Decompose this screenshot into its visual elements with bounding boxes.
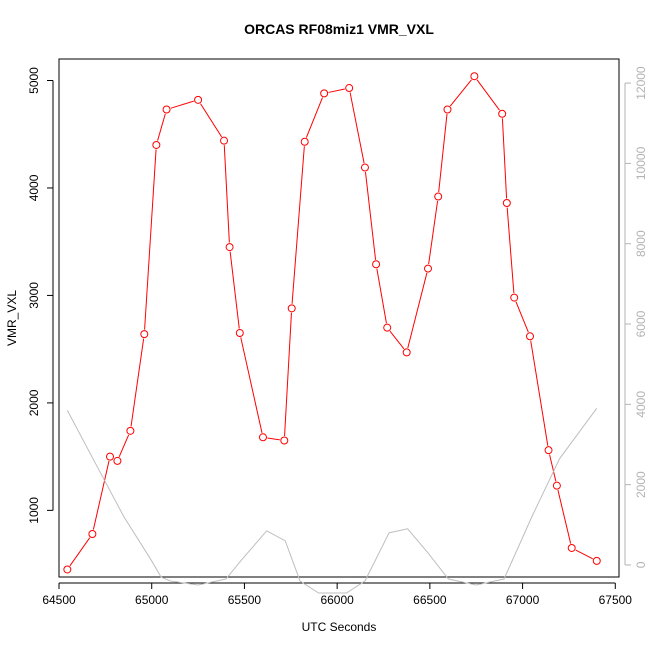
- y-tick-label: 1000: [27, 497, 41, 524]
- y-tick-label: 5000: [27, 67, 41, 94]
- series-0-point: [470, 72, 479, 81]
- series-0-segment: [328, 88, 345, 93]
- series-0-point: [300, 137, 309, 146]
- series-0-segment: [389, 330, 405, 350]
- series-0-point: [88, 530, 97, 539]
- series-0-segment: [69, 537, 91, 567]
- y2-tick-label: 4000: [634, 391, 648, 418]
- series-0-point: [287, 304, 296, 313]
- chart-title: ORCAS RF08miz1 VMR_VXL: [244, 21, 434, 37]
- plot-frame: [58, 58, 620, 578]
- series-0-point: [345, 84, 354, 93]
- series-0-segment: [240, 337, 263, 434]
- series-1-line: [66, 408, 598, 594]
- series-0-segment: [438, 113, 448, 193]
- x-tick-label: 65000: [135, 593, 169, 607]
- series-0-segment: [157, 113, 166, 141]
- series-0-segment: [200, 103, 223, 138]
- y-tick-label: 2000: [27, 389, 41, 416]
- series-0-segment: [557, 489, 572, 544]
- y-axis-label: VMR_VXL: [5, 290, 19, 346]
- series-0-point: [113, 456, 122, 465]
- series-0-segment: [530, 340, 549, 446]
- series-0-point: [105, 452, 114, 461]
- series-0-segment: [284, 312, 292, 437]
- series-0-segment: [501, 118, 508, 199]
- series-0-point: [194, 95, 203, 104]
- series-0-point: [140, 330, 149, 339]
- series-0-segment: [476, 79, 500, 111]
- series-0-segment: [349, 92, 365, 164]
- y2-tick-label: 12000: [634, 66, 648, 100]
- series-0-point: [258, 433, 267, 442]
- series-0-point: [280, 436, 289, 445]
- series-0-point: [402, 348, 411, 357]
- y-tick-label: 3000: [27, 282, 41, 309]
- x-tick-label: 66000: [320, 593, 354, 607]
- x-tick-label: 65500: [228, 593, 262, 607]
- series-0-point: [320, 89, 329, 98]
- series-0-point: [383, 323, 392, 332]
- series-0-point: [434, 192, 443, 201]
- series-0-segment: [515, 301, 529, 333]
- x-axis-label: UTC Seconds: [302, 620, 377, 634]
- series-0-segment: [223, 145, 230, 243]
- series-0-point: [360, 163, 369, 172]
- series-0-segment: [291, 146, 305, 304]
- series-0-segment: [549, 454, 557, 482]
- series-0-segment: [305, 97, 323, 138]
- plot-layer: 64500 65000 65500 66000 66500 67000 67500 1000 2…: [27, 66, 648, 607]
- series-0-point: [225, 243, 234, 252]
- series-0-point: [126, 426, 135, 435]
- series-0-segment: [267, 437, 280, 441]
- series-0-point: [162, 105, 171, 114]
- series-0-point: [443, 105, 452, 114]
- series-0-segment: [449, 79, 472, 107]
- series-0-segment: [376, 268, 387, 324]
- series-0-segment: [170, 100, 194, 109]
- series-0-point: [235, 329, 244, 338]
- series-0-segment: [118, 434, 130, 457]
- series-0-point: [152, 140, 161, 149]
- series-0-segment: [428, 200, 439, 265]
- series-0-segment: [407, 272, 428, 349]
- series-0-point: [567, 543, 576, 552]
- series-0-point: [424, 264, 433, 273]
- y2-tick-label: 0: [634, 561, 648, 568]
- y-tick-label: 4000: [27, 174, 41, 201]
- x-tick-label: 64500: [42, 593, 76, 607]
- x-tick-label: 66500: [413, 593, 447, 607]
- series-0-segment: [506, 207, 515, 294]
- series-0-point: [502, 199, 511, 208]
- series-0-segment: [364, 171, 377, 260]
- y2-tick-label: 6000: [634, 310, 648, 337]
- series-0-point: [498, 109, 507, 118]
- series-0-point: [510, 293, 519, 302]
- series-0-segment: [229, 251, 240, 329]
- x-tick-label: 67500: [599, 593, 633, 607]
- series-0-point: [220, 136, 229, 145]
- series-0-segment: [144, 149, 157, 330]
- y2-tick-label: 2000: [634, 471, 648, 498]
- series-0-segment: [92, 460, 110, 530]
- y2-tick-label: 8000: [634, 230, 648, 257]
- series-0-point: [544, 446, 553, 455]
- series-0-point: [63, 565, 72, 574]
- x-tick-label: 67000: [506, 593, 540, 607]
- series-0-point: [552, 481, 561, 490]
- series-0-point: [592, 556, 601, 565]
- series-0-point: [525, 332, 534, 341]
- series-0-segment: [130, 338, 145, 427]
- series-0-segment: [575, 549, 593, 560]
- y2-tick-label: 10000: [634, 146, 648, 180]
- series-0-point: [372, 260, 381, 269]
